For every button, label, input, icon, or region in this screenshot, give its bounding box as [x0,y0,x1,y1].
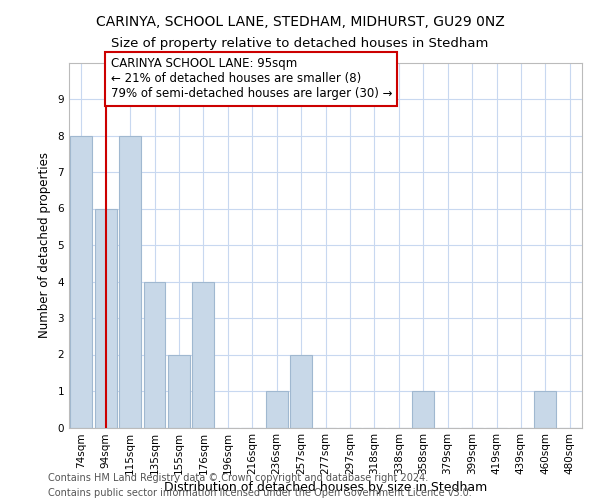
Bar [193,282,214,428]
Bar [290,354,312,428]
Bar [168,354,190,428]
Bar [119,136,141,428]
Text: CARINYA, SCHOOL LANE, STEDHAM, MIDHURST, GU29 0NZ: CARINYA, SCHOOL LANE, STEDHAM, MIDHURST,… [95,15,505,29]
Bar [143,282,166,428]
Text: Contains HM Land Registry data © Crown copyright and database right 2024.
Contai: Contains HM Land Registry data © Crown c… [48,472,472,498]
X-axis label: Distribution of detached houses by size in Stedham: Distribution of detached houses by size … [164,482,487,494]
Text: CARINYA SCHOOL LANE: 95sqm
← 21% of detached houses are smaller (8)
79% of semi-: CARINYA SCHOOL LANE: 95sqm ← 21% of deta… [110,58,392,100]
Bar [266,391,287,428]
Bar [412,391,434,428]
Text: Size of property relative to detached houses in Stedham: Size of property relative to detached ho… [112,38,488,51]
Bar [535,391,556,428]
Bar [70,136,92,428]
Y-axis label: Number of detached properties: Number of detached properties [38,152,50,338]
Bar [95,208,116,428]
